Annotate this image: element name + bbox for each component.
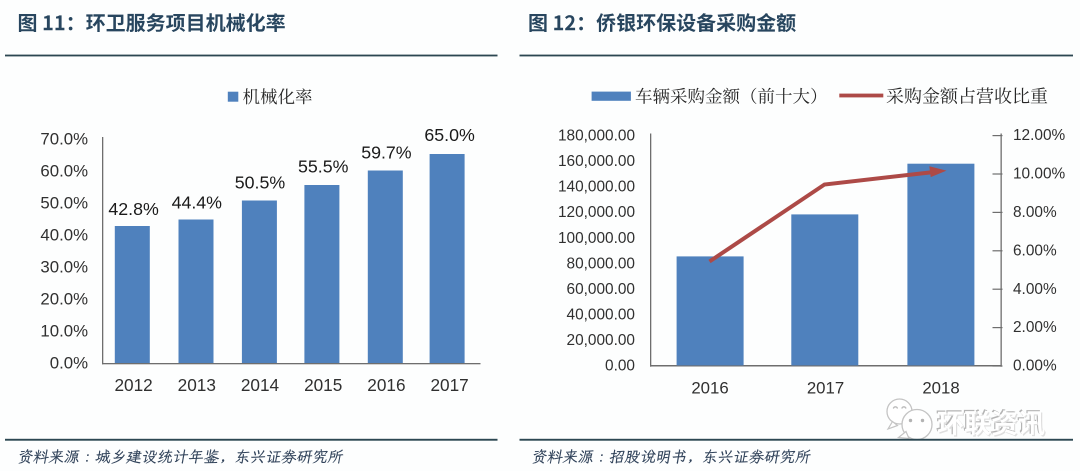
svg-text:20.0%: 20.0%	[40, 290, 88, 309]
svg-text:2017: 2017	[807, 379, 844, 398]
svg-text:42.8%: 42.8%	[108, 199, 159, 219]
svg-text:2016: 2016	[367, 375, 405, 395]
svg-text:44.4%: 44.4%	[172, 193, 223, 213]
svg-text:50.5%: 50.5%	[235, 173, 286, 193]
svg-text:100,000.00: 100,000.00	[558, 230, 635, 247]
svg-text:60.0%: 60.0%	[40, 162, 88, 181]
svg-text:65.0%: 65.0%	[424, 125, 475, 145]
svg-text:2012: 2012	[114, 375, 152, 395]
svg-text:40,000.00: 40,000.00	[567, 306, 635, 323]
svg-text:8.00%: 8.00%	[1013, 204, 1057, 221]
svg-text:2013: 2013	[178, 375, 216, 395]
svg-text:80,000.00: 80,000.00	[567, 255, 635, 272]
svg-text:160,000.00: 160,000.00	[558, 153, 635, 170]
svg-text:4.00%: 4.00%	[1013, 281, 1057, 298]
svg-text:10.00%: 10.00%	[1013, 166, 1066, 183]
svg-text:70.0%: 70.0%	[40, 130, 88, 149]
svg-text:2015: 2015	[304, 375, 342, 395]
svg-text:0.00%: 0.00%	[1013, 358, 1057, 375]
svg-text:60,000.00: 60,000.00	[567, 281, 635, 298]
svg-text:40.0%: 40.0%	[40, 226, 88, 245]
svg-text:55.5%: 55.5%	[298, 157, 349, 177]
svg-text:2014: 2014	[241, 375, 280, 395]
svg-text:30.0%: 30.0%	[40, 258, 88, 277]
svg-text:0.00: 0.00	[605, 358, 635, 375]
svg-text:6.00%: 6.00%	[1013, 242, 1057, 259]
svg-text:2016: 2016	[691, 379, 728, 398]
svg-text:2.00%: 2.00%	[1013, 319, 1057, 336]
svg-text:20,000.00: 20,000.00	[567, 332, 635, 349]
svg-text:2018: 2018	[922, 379, 959, 398]
svg-text:12.00%: 12.00%	[1013, 127, 1066, 144]
svg-text:10.0%: 10.0%	[40, 322, 88, 341]
svg-text:120,000.00: 120,000.00	[558, 204, 635, 221]
svg-text:59.7%: 59.7%	[361, 143, 412, 163]
svg-text:180,000.00: 180,000.00	[558, 128, 635, 145]
svg-text:2017: 2017	[430, 375, 468, 395]
svg-text:0.0%: 0.0%	[50, 354, 88, 373]
svg-text:140,000.00: 140,000.00	[558, 179, 635, 196]
svg-text:50.0%: 50.0%	[40, 194, 88, 213]
